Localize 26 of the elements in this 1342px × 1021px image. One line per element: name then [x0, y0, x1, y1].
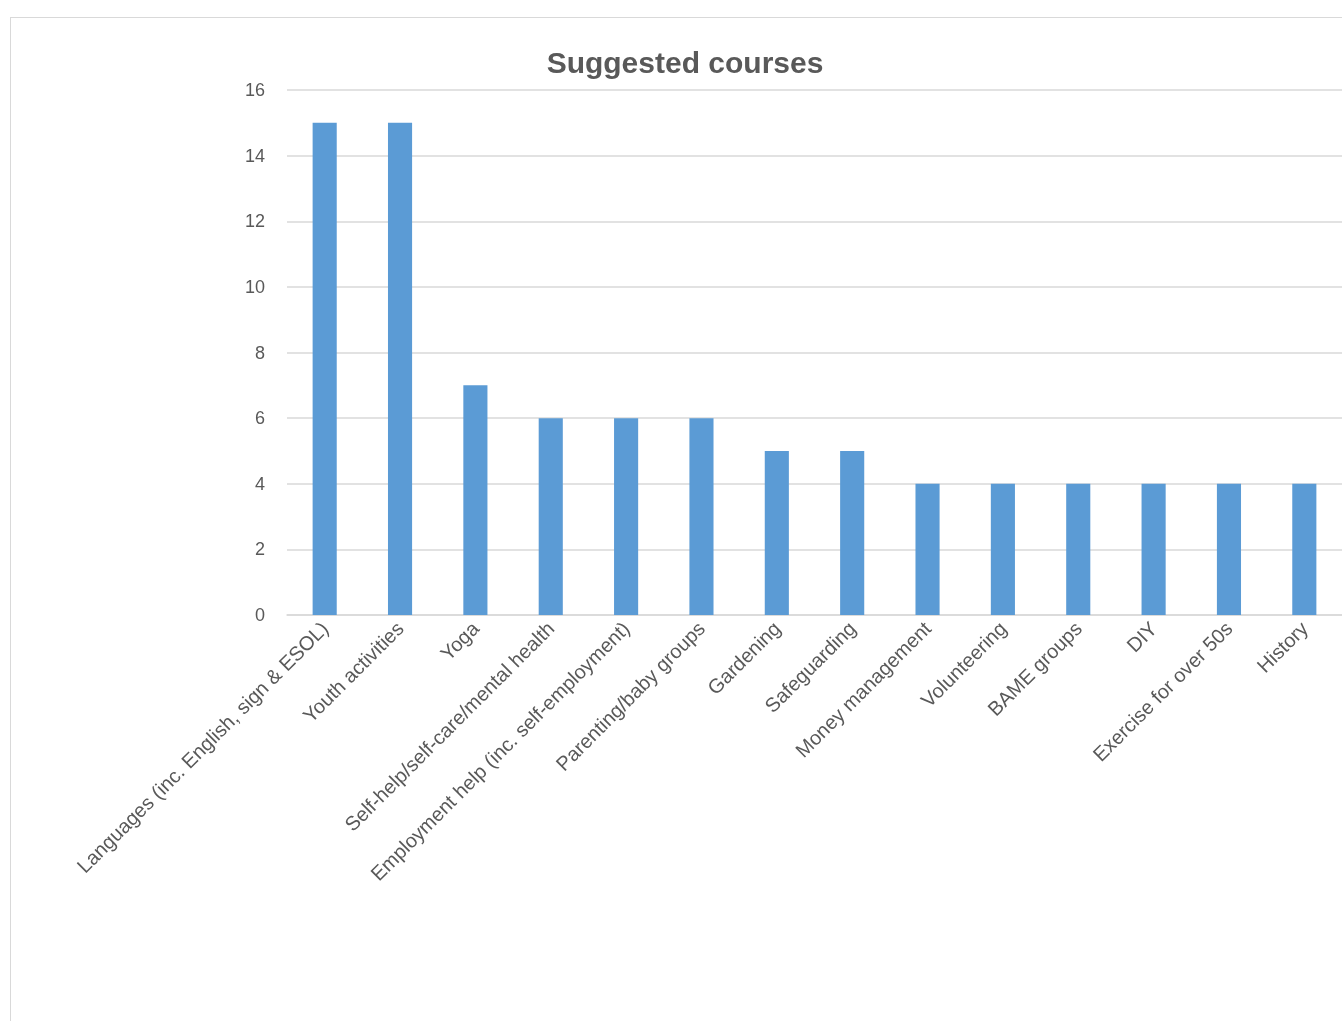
y-tick-label: 16: [244, 80, 265, 100]
y-tick-label: 12: [244, 211, 265, 232]
bar: [840, 450, 865, 615]
bar: [463, 385, 488, 615]
y-tick-label: 6: [254, 408, 265, 429]
x-tick-label: Yoga: [435, 616, 484, 665]
bar: [312, 122, 337, 615]
bar: [1292, 483, 1317, 615]
bar: [538, 418, 563, 615]
bar: [915, 483, 940, 615]
y-tick-label: 14: [244, 145, 265, 166]
y-tick-label: 0: [254, 605, 265, 625]
bar: [764, 450, 789, 615]
y-tick-label: 4: [254, 473, 265, 494]
bar: [990, 483, 1015, 615]
bar: [1141, 483, 1166, 615]
y-tick-label: 8: [254, 342, 265, 363]
bar: [689, 418, 714, 615]
bar: [1066, 483, 1091, 615]
x-tick-label: DIY: [1122, 617, 1162, 657]
bar: [614, 418, 639, 615]
y-tick-label: 10: [244, 276, 265, 297]
y-tick-label: 2: [254, 539, 265, 560]
bar: [1216, 483, 1242, 615]
chart-title: Suggested courses: [546, 45, 824, 79]
bar: [387, 122, 413, 615]
